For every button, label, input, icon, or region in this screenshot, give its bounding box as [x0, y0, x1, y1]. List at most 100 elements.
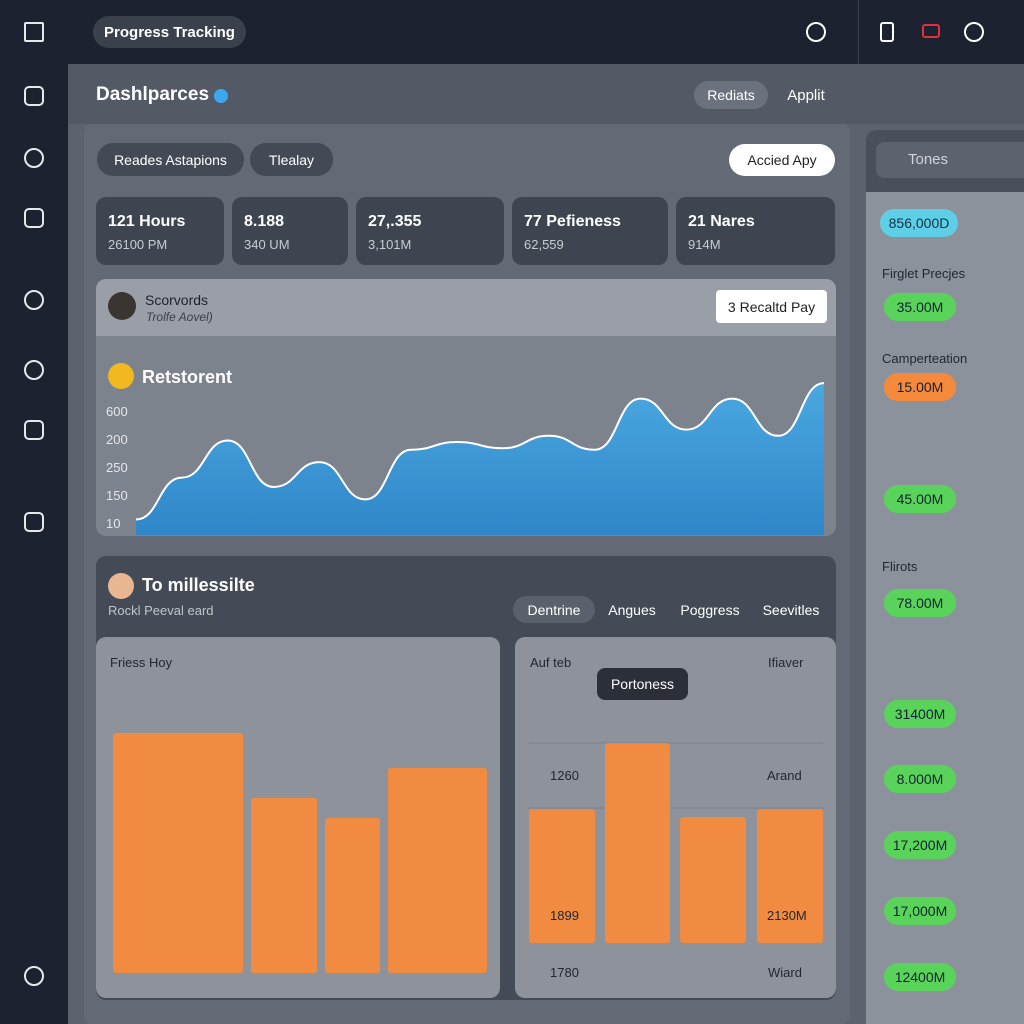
doc-icon[interactable] — [880, 22, 894, 42]
tab[interactable]: Angues — [608, 601, 656, 618]
axis-label: 1780 — [550, 965, 579, 980]
home-icon[interactable] — [24, 86, 44, 106]
value-pill: 12400M — [884, 963, 956, 991]
clipboard-icon[interactable] — [24, 420, 44, 440]
stat-card: 121 Hours 26100 PM — [96, 197, 224, 265]
y-tick-label: 150 — [106, 488, 128, 503]
panel-header — [96, 279, 836, 336]
doc-icon[interactable] — [24, 208, 44, 228]
milestones-subtitle: Rockl Peeval eard — [108, 603, 214, 618]
chart-icon — [108, 363, 134, 389]
value-pill: 45.00M — [884, 485, 956, 513]
bar-chart — [113, 733, 487, 973]
avatar — [108, 573, 134, 599]
panel-button[interactable]: 3 Recaltd Pay — [716, 290, 827, 323]
value-pill: 17,200M — [884, 831, 956, 859]
tab[interactable]: Dentrine — [513, 596, 595, 623]
bar — [325, 818, 380, 973]
search-icon[interactable] — [24, 290, 44, 310]
filter-chip[interactable]: Reades Astapions — [97, 143, 244, 176]
panel-subtitle: Trolfe Aovel) — [146, 310, 213, 324]
status-dot — [214, 89, 228, 103]
axis-label: 2130M — [767, 908, 807, 923]
stat-value: 77 Pefieness — [524, 213, 621, 230]
side-panel — [866, 130, 1024, 1024]
value-pill: 17,000M — [884, 897, 956, 925]
stat-value: 8.188 — [244, 213, 285, 230]
card-label: Ifiaver — [768, 655, 804, 670]
alert-icon[interactable] — [922, 24, 940, 38]
avatar — [108, 292, 136, 320]
section-title: Flirots — [882, 559, 918, 574]
bar — [605, 743, 670, 943]
card-title: Friess Hoy — [110, 655, 173, 670]
area-chart: 600 200 250 150 10 — [106, 382, 825, 535]
y-tick-label: 10 — [106, 516, 120, 531]
section-title: Firglet Precjes — [882, 266, 966, 281]
filter-chip[interactable]: Tlealay — [250, 143, 333, 176]
header-dropdown[interactable]: Applit — [787, 86, 825, 104]
axis-label: 1899 — [550, 908, 579, 923]
section-title: Camperteation — [882, 351, 968, 366]
stat-sub: 914M — [688, 237, 721, 252]
y-tick-label: 600 — [106, 404, 128, 419]
tab[interactable]: Seevitles — [762, 601, 820, 618]
sidebar — [0, 0, 68, 1024]
value-pill: 8.000M — [884, 765, 956, 793]
stat-card: 27,.355 3,101M — [356, 197, 504, 265]
bar — [251, 798, 317, 973]
value-pill: 31400M — [884, 700, 956, 728]
panel-title: Scorvords — [145, 292, 209, 308]
value-pill: 15.00M — [884, 373, 956, 401]
clock-icon[interactable] — [964, 22, 984, 42]
bar — [113, 733, 243, 973]
page-title: Dashlparces — [96, 84, 210, 105]
y-tick-label: 250 — [106, 460, 128, 475]
header — [68, 64, 1024, 124]
axis-label: 1260 — [550, 768, 579, 783]
bar — [529, 809, 595, 943]
chart-panel: Scorvords Trolfe Aovel) 3 Recaltd Pay Re… — [96, 279, 836, 536]
stat-card: 8.188 340 UM — [232, 197, 348, 265]
stat-sub: 340 UM — [244, 237, 290, 252]
files-icon[interactable] — [24, 512, 44, 532]
header-button[interactable]: Rediats — [694, 81, 768, 109]
bar — [757, 809, 823, 943]
key-icon[interactable] — [24, 360, 44, 380]
user-icon[interactable] — [806, 22, 826, 42]
axis-label: Wiard — [768, 965, 802, 980]
divider — [858, 0, 859, 64]
stat-sub: 62,559 — [524, 237, 564, 252]
tooltip: Portoness — [597, 668, 688, 700]
stat-value: 121 Hours — [108, 213, 186, 230]
bar-chart — [529, 742, 823, 943]
stat-value: 27,.355 — [368, 213, 422, 230]
search-box[interactable]: Tones — [876, 142, 1024, 178]
chart-title: Retstorent — [142, 367, 233, 387]
palette-icon[interactable] — [24, 148, 44, 168]
stat-sub: 26100 PM — [108, 237, 168, 252]
area — [136, 383, 824, 535]
milestones-title: To millessilte — [142, 575, 255, 595]
area-line — [135, 382, 825, 521]
stat-card: 21 Nares 914M — [676, 197, 835, 265]
menu-icon[interactable] — [24, 22, 44, 42]
value-pill: 78.00M — [884, 589, 956, 617]
badge: 856,000D — [880, 209, 958, 237]
app-title: Progress Tracking — [93, 16, 246, 48]
bar — [388, 768, 487, 973]
stat-card: 77 Pefieness 62,559 — [512, 197, 668, 265]
stat-sub: 3,101M — [368, 237, 412, 252]
tab[interactable]: Poggress — [680, 601, 740, 618]
bar — [680, 817, 746, 943]
y-tick-label: 200 — [106, 432, 128, 447]
value-pill: 35.00M — [884, 293, 956, 321]
action-button[interactable]: Accied Apy — [729, 144, 835, 176]
stat-value: 21 Nares — [688, 213, 755, 230]
axis-label: Arand — [767, 768, 802, 783]
settings-icon[interactable] — [24, 966, 44, 986]
bar-card: Friess Hoy — [96, 637, 500, 998]
card-title: Auf teb — [530, 655, 572, 670]
bar-card: Auf teb Ifiaver Portoness 1260 Arand 189… — [515, 637, 836, 998]
